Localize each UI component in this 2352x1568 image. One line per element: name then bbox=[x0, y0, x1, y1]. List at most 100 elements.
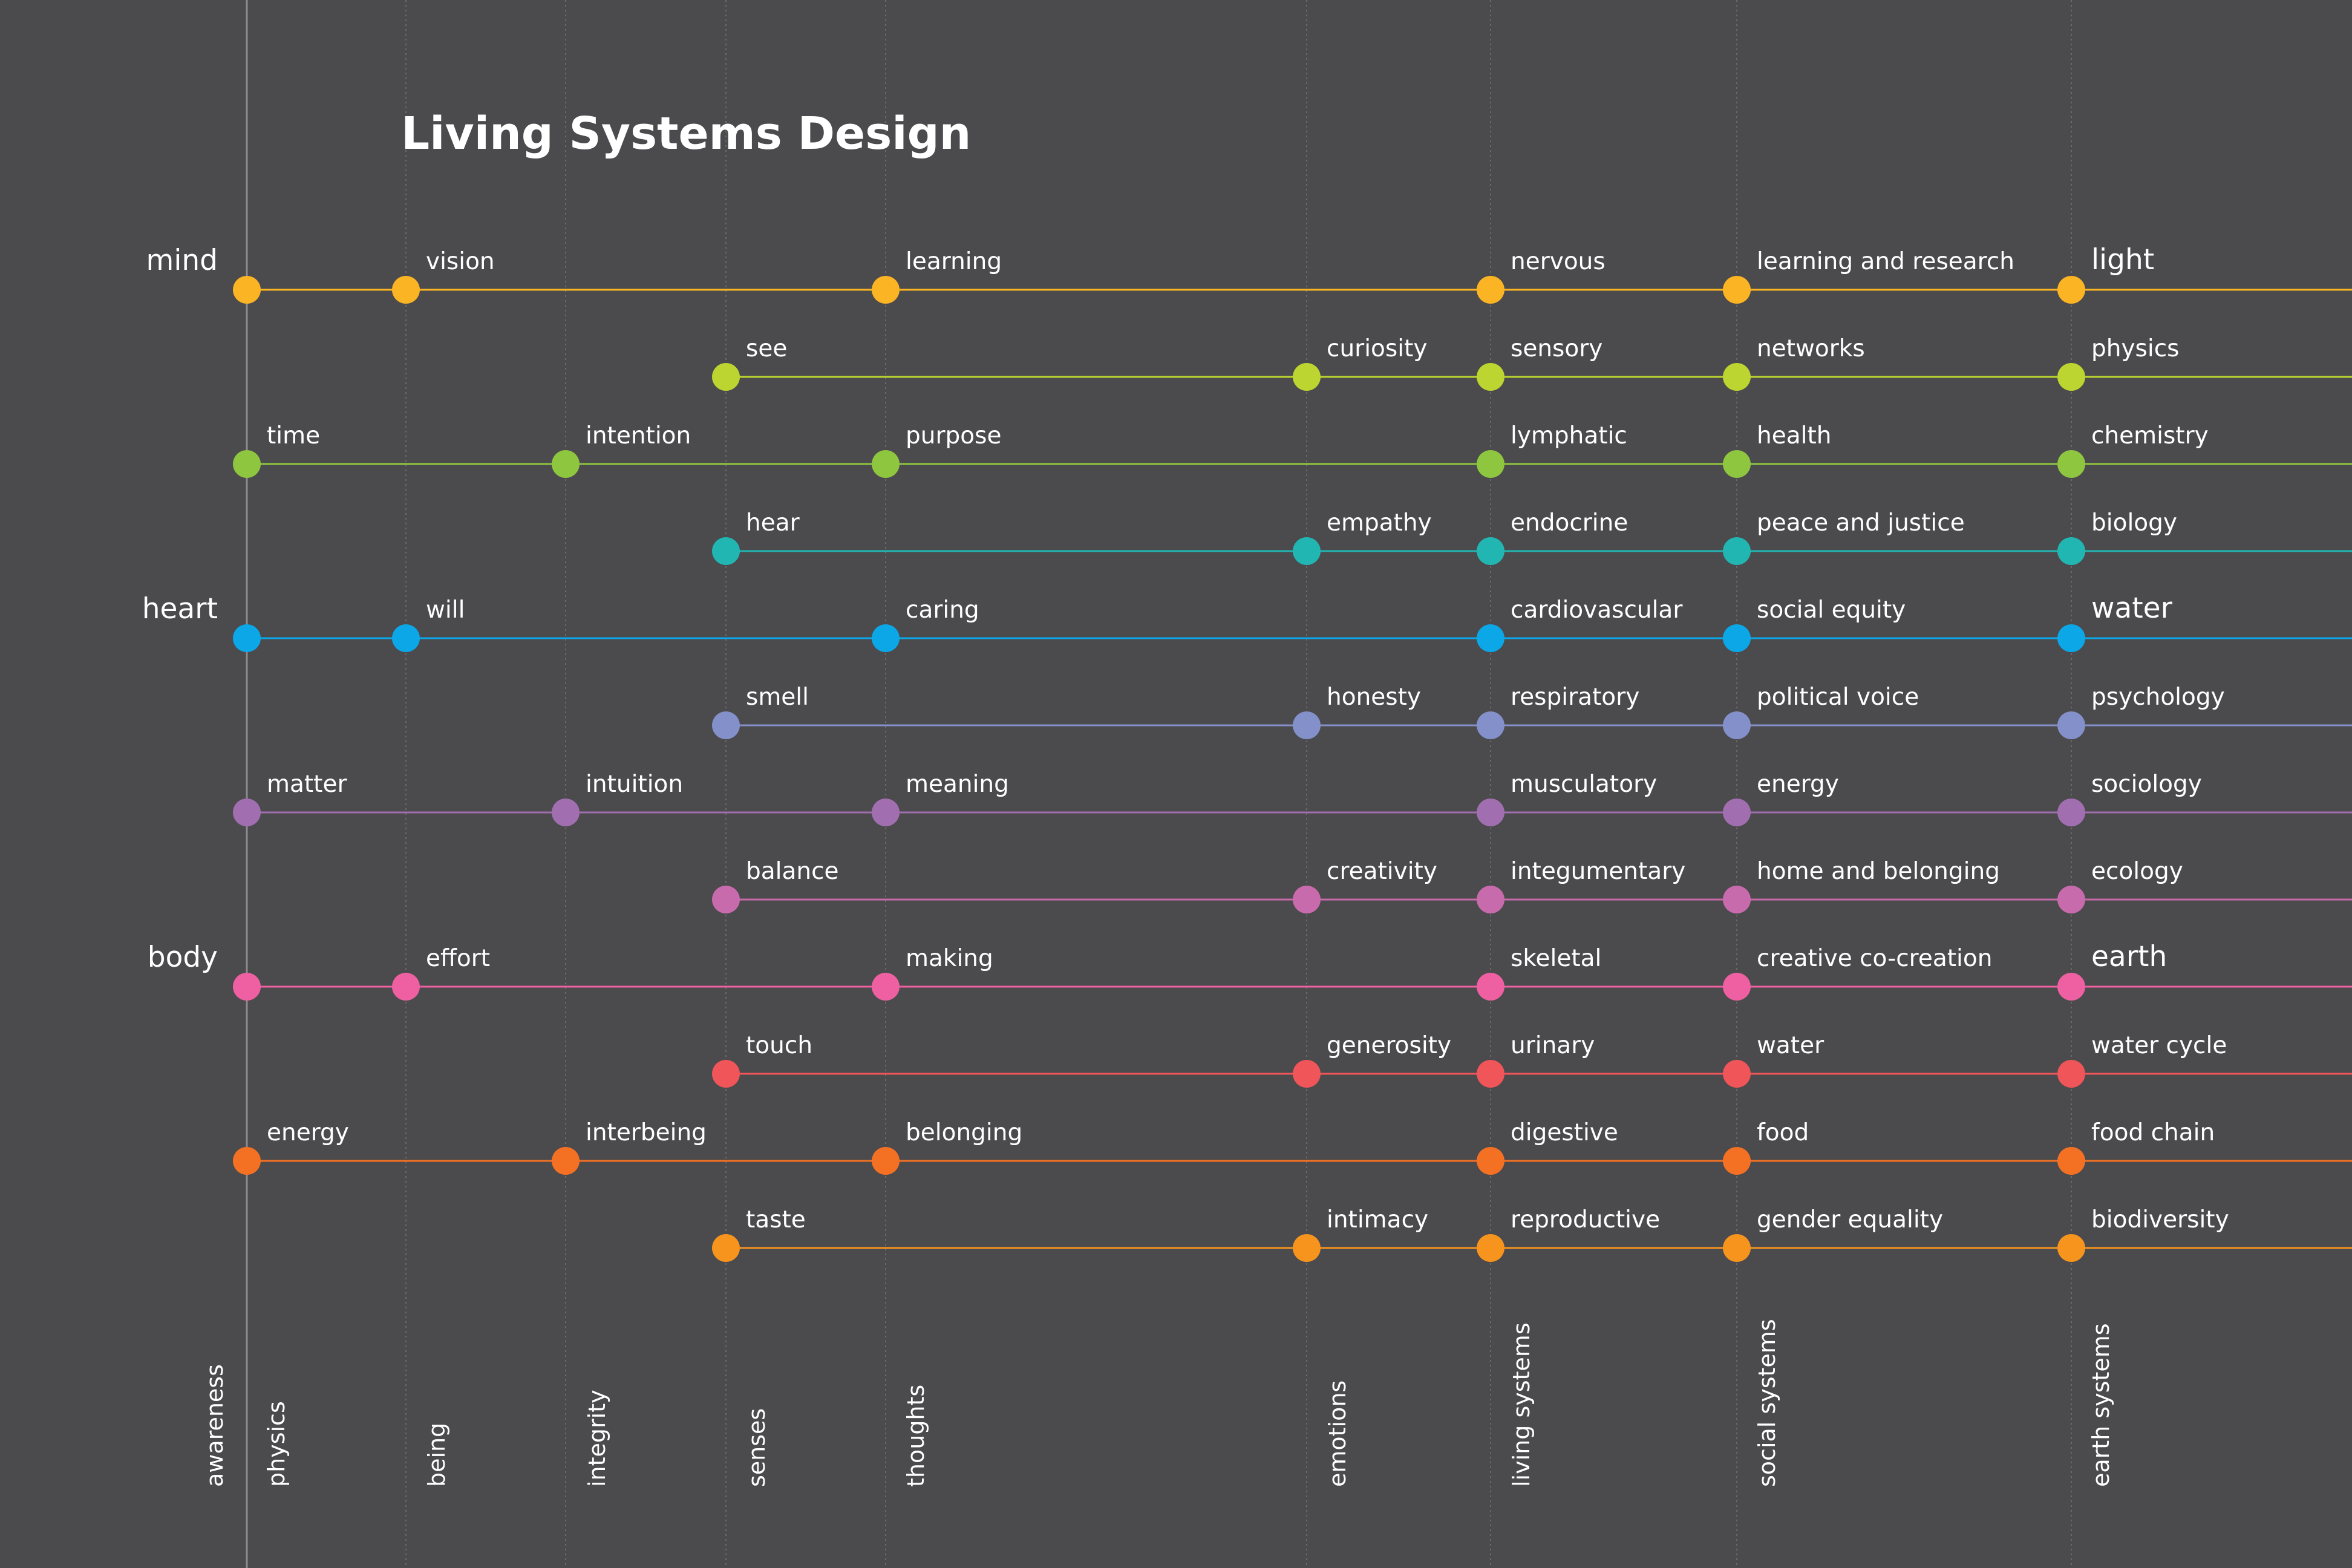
node-dot bbox=[2057, 973, 2085, 1001]
group-label-mind: mind bbox=[146, 244, 218, 277]
node-dot bbox=[1477, 363, 1504, 391]
row-6: smell honesty respiratory political voice ps… bbox=[712, 684, 2352, 739]
node-dot bbox=[1723, 624, 1751, 652]
row-9: effort making skeletal creative co-creation… bbox=[233, 940, 2352, 1001]
row-8: balance creativity integumentary home and b… bbox=[712, 858, 2352, 913]
node-label: balance bbox=[746, 858, 839, 885]
node-dot bbox=[233, 1147, 261, 1175]
node-dot bbox=[2057, 799, 2085, 826]
node-label: honesty bbox=[1327, 684, 1421, 711]
node-label: learning and research bbox=[1757, 248, 2014, 275]
node-label: purpose bbox=[906, 422, 1001, 449]
node-label: making bbox=[906, 945, 993, 972]
node-label: political voice bbox=[1757, 684, 1919, 711]
node-label: social equity bbox=[1757, 596, 1906, 624]
node-dot bbox=[1723, 363, 1751, 391]
column-labels: awareness physics being integrity senses thou… bbox=[201, 1319, 2114, 1487]
node-label: networks bbox=[1757, 335, 1865, 362]
node-label: generosity bbox=[1327, 1032, 1451, 1059]
node-label: nervous bbox=[1511, 248, 1606, 275]
node-label: endocrine bbox=[1511, 509, 1628, 537]
node-dot bbox=[872, 1147, 900, 1175]
node-label: peace and justice bbox=[1757, 509, 1965, 537]
node-label: energy bbox=[1757, 771, 1839, 798]
column-label: physics bbox=[263, 1401, 290, 1487]
node-dot bbox=[872, 624, 900, 652]
node-label: interbeing bbox=[586, 1119, 707, 1146]
node-dot bbox=[1723, 1234, 1751, 1262]
node-dot bbox=[1293, 711, 1321, 739]
node-dot bbox=[1477, 1147, 1504, 1175]
node-dot bbox=[2057, 1147, 2085, 1175]
node-dot bbox=[712, 1060, 740, 1088]
node-dot bbox=[712, 711, 740, 739]
node-label: see bbox=[746, 335, 787, 362]
node-label: matter bbox=[267, 771, 347, 798]
node-dot bbox=[1477, 1234, 1504, 1262]
node-label: hear bbox=[746, 509, 800, 537]
node-label: effort bbox=[426, 945, 490, 972]
node-dot bbox=[1723, 537, 1751, 565]
node-dot bbox=[872, 276, 900, 304]
node-dot bbox=[1477, 450, 1504, 478]
node-dot bbox=[1293, 1234, 1321, 1262]
node-dot bbox=[2057, 1060, 2085, 1088]
node-label: water cycle bbox=[2091, 1032, 2227, 1059]
node-dot bbox=[2057, 886, 2085, 913]
node-label: time bbox=[267, 422, 320, 449]
node-label: sociology bbox=[2091, 771, 2202, 798]
column-label: integrity bbox=[584, 1390, 610, 1487]
node-label: smell bbox=[746, 684, 809, 711]
node-dot bbox=[1723, 886, 1751, 913]
node-label: water bbox=[1757, 1032, 1824, 1059]
node-dot bbox=[2057, 711, 2085, 739]
column-label: awareness bbox=[201, 1364, 228, 1487]
column-label: being bbox=[423, 1423, 450, 1487]
column-label: thoughts bbox=[903, 1385, 929, 1487]
diagram-title: Living Systems Design bbox=[401, 108, 971, 160]
node-label: intuition bbox=[586, 771, 683, 798]
node-dot bbox=[712, 363, 740, 391]
node-label: light bbox=[2091, 243, 2154, 276]
node-label: physics bbox=[2091, 335, 2179, 362]
node-label: respiratory bbox=[1511, 684, 1639, 711]
node-dot bbox=[1723, 276, 1751, 304]
row-1: vision learning nervous learning and resear… bbox=[233, 243, 2352, 304]
node-dot bbox=[1477, 537, 1504, 565]
node-dot bbox=[1723, 1060, 1751, 1088]
node-label: intimacy bbox=[1327, 1206, 1428, 1233]
node-dot bbox=[1477, 1060, 1504, 1088]
node-label: lymphatic bbox=[1511, 422, 1627, 449]
node-dot bbox=[233, 799, 261, 826]
row-10: touch generosity urinary water water cycle bbox=[712, 1032, 2352, 1088]
node-dot bbox=[1723, 711, 1751, 739]
node-dot bbox=[392, 624, 420, 652]
node-dot bbox=[712, 537, 740, 565]
node-dot bbox=[1293, 886, 1321, 913]
node-label: belonging bbox=[906, 1119, 1022, 1146]
node-label: urinary bbox=[1511, 1032, 1595, 1059]
group-labels: mind heart body bbox=[142, 244, 218, 974]
node-dot bbox=[1293, 537, 1321, 565]
node-dot bbox=[1723, 799, 1751, 826]
node-label: reproductive bbox=[1511, 1206, 1660, 1233]
node-dot bbox=[1477, 799, 1504, 826]
node-label: food chain bbox=[2091, 1119, 2215, 1146]
node-dot bbox=[233, 624, 261, 652]
node-label: musculatory bbox=[1511, 771, 1657, 798]
row-12: taste intimacy reproductive gender equality… bbox=[712, 1206, 2352, 1262]
node-dot bbox=[872, 973, 900, 1001]
node-label: cardiovascular bbox=[1511, 596, 1683, 624]
node-label: taste bbox=[746, 1206, 806, 1233]
row-2: see curiosity sensory networks physics bbox=[712, 335, 2352, 391]
node-dot bbox=[1723, 973, 1751, 1001]
group-label-body: body bbox=[148, 941, 218, 974]
node-dot bbox=[233, 450, 261, 478]
node-dot bbox=[2057, 363, 2085, 391]
node-label: learning bbox=[906, 248, 1002, 275]
node-dot bbox=[2057, 1234, 2085, 1262]
node-dot bbox=[1477, 711, 1504, 739]
node-dot bbox=[233, 973, 261, 1001]
column-label: earth systems bbox=[2088, 1323, 2114, 1487]
